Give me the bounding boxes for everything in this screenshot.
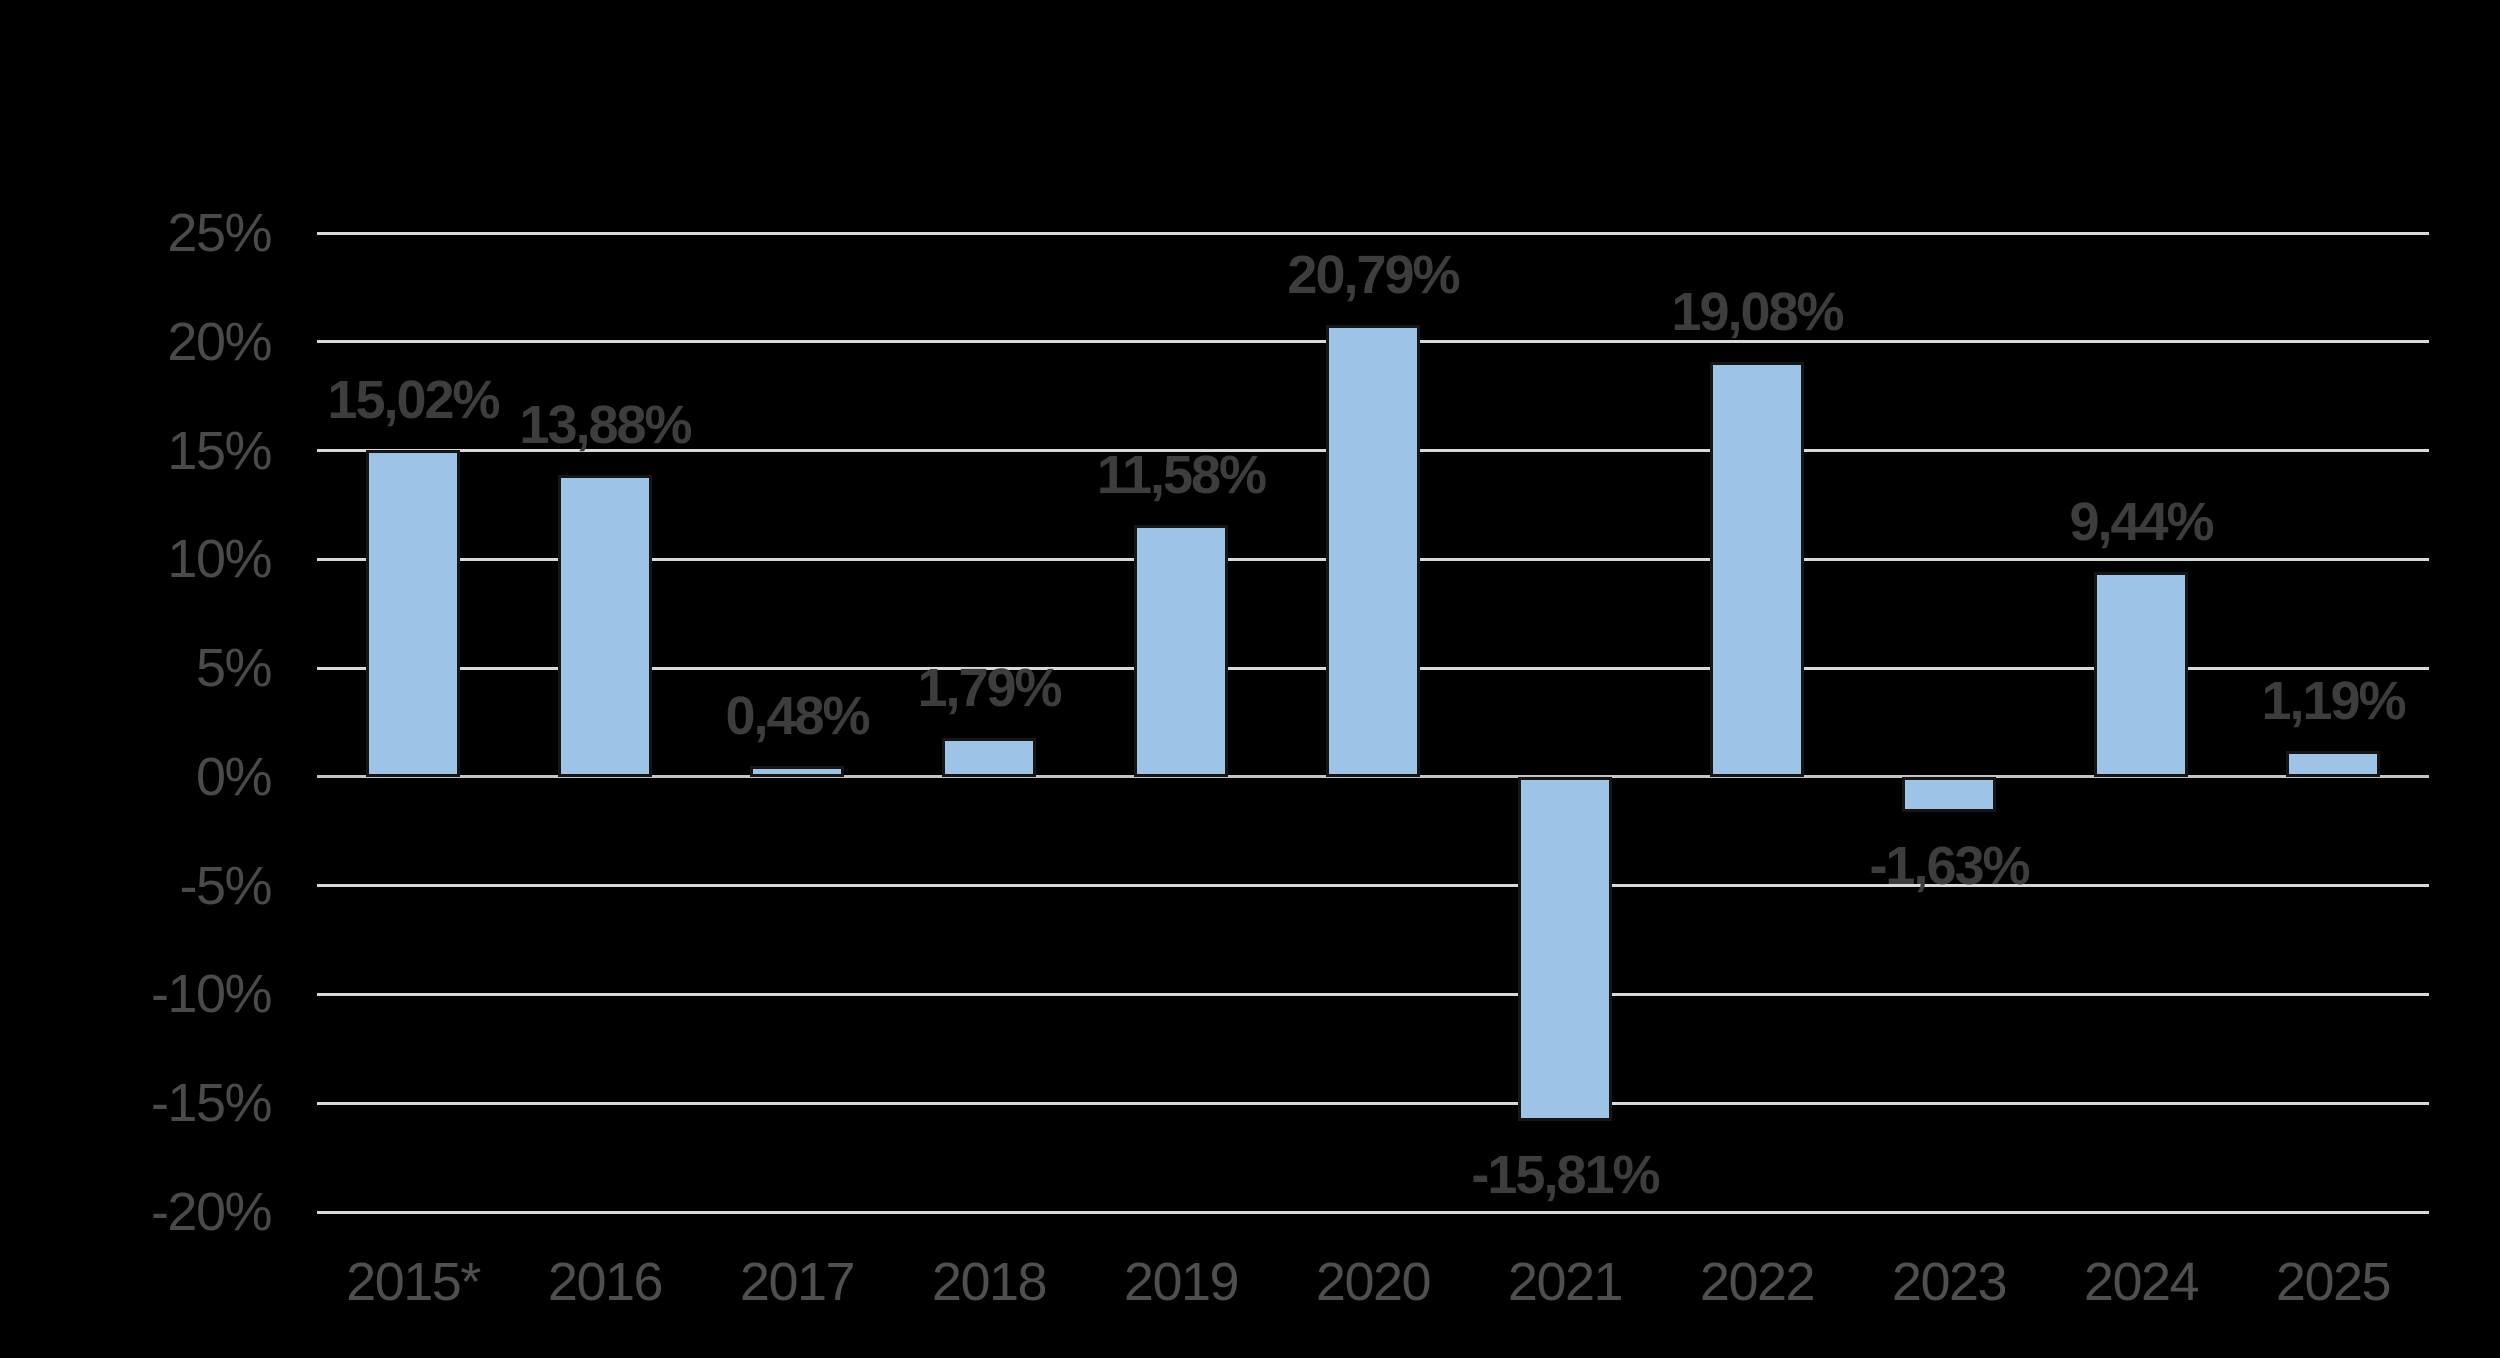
x-category-label: 2024 <box>2083 1252 2200 1312</box>
bar <box>2094 571 2188 777</box>
bar <box>1326 324 1420 777</box>
bar <box>558 474 652 777</box>
bar <box>366 450 460 777</box>
x-category-label: 2021 <box>1507 1252 1624 1312</box>
x-category-label: 2018 <box>931 1252 1048 1312</box>
bar-data-label: 0,48% <box>725 686 870 747</box>
x-category-label: 2016 <box>547 1252 664 1312</box>
y-tick-label: -15% <box>150 1073 273 1134</box>
zero-line <box>317 775 2429 779</box>
bar-data-label: 9,44% <box>2069 491 2214 552</box>
y-tick-label: 25% <box>167 203 272 263</box>
y-tick-label: 15% <box>167 420 272 481</box>
bar <box>1710 361 1804 777</box>
gridline <box>317 992 2429 996</box>
bar <box>1518 776 1612 1121</box>
y-tick-label: 20% <box>167 311 272 372</box>
x-category-label: 2019 <box>1123 1252 1240 1312</box>
gridline <box>317 1210 2429 1214</box>
bar-data-label: 11,58% <box>1096 444 1267 505</box>
x-category-label: 2023 <box>1891 1252 2008 1312</box>
y-tick-label: 0% <box>195 746 273 807</box>
bar <box>1902 776 1996 813</box>
x-category-label: 2022 <box>1699 1252 1816 1312</box>
y-tick-label: 5% <box>195 638 273 699</box>
gridline <box>317 231 2429 235</box>
bar-data-label: 13,88% <box>519 394 692 455</box>
bar-data-label: 20,79% <box>1287 244 1460 305</box>
x-category-label: 2025 <box>2275 1252 2392 1312</box>
bar <box>1134 524 1228 777</box>
bar-data-label: 1,19% <box>2261 670 2406 731</box>
bar <box>942 737 1036 777</box>
x-category-label: 2017 <box>739 1252 856 1312</box>
bar-data-label: -15,81% <box>1471 1144 1660 1205</box>
bar <box>750 766 844 777</box>
bar-data-label: 15,02% <box>327 370 500 431</box>
gridline <box>317 1101 2429 1105</box>
y-tick-label: -5% <box>179 855 272 916</box>
bar <box>2286 750 2380 777</box>
y-tick-label: -10% <box>150 964 273 1025</box>
bar-data-label: 1,79% <box>917 657 1062 718</box>
y-tick-label: 10% <box>167 529 272 590</box>
x-category-label: 2020 <box>1315 1252 1432 1312</box>
y-tick-label: -20% <box>150 1182 273 1242</box>
gridline <box>317 884 2429 888</box>
x-category-label: 2015* <box>346 1252 481 1312</box>
bar-data-label: 19,08% <box>1671 281 1844 342</box>
bar-data-label: -1,63% <box>1869 836 2030 897</box>
